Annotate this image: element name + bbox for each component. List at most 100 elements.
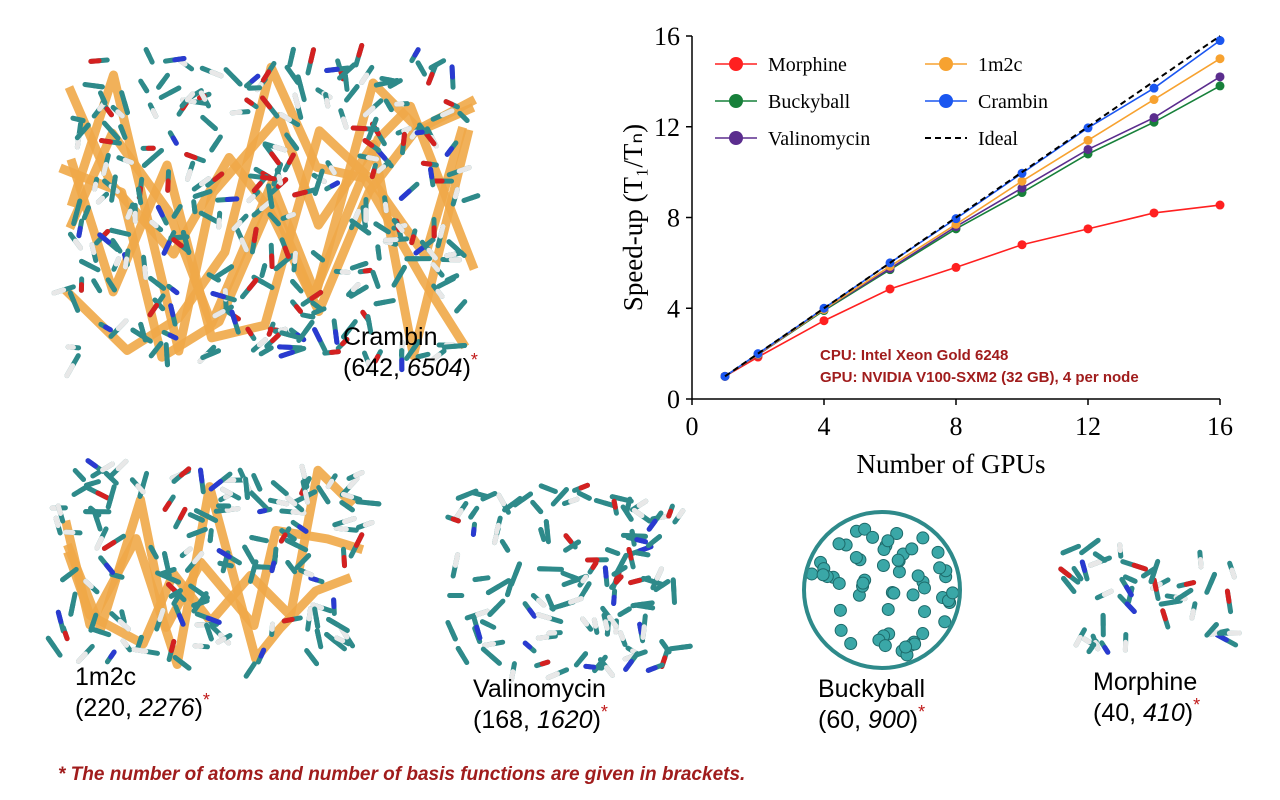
bond-end	[1224, 588, 1232, 604]
atom	[858, 522, 872, 536]
bond-end	[191, 204, 198, 215]
bond-end	[113, 256, 122, 267]
atom	[856, 576, 870, 590]
bond-end	[174, 591, 182, 602]
bond-end	[292, 189, 308, 198]
bond-end	[362, 105, 376, 118]
bond-end	[1183, 580, 1197, 587]
bond-end	[289, 46, 296, 60]
y-tick-label: 4	[667, 294, 680, 323]
bond-end	[208, 479, 224, 492]
bond-end	[192, 643, 204, 649]
bond-end	[568, 496, 580, 504]
bond-end	[676, 508, 686, 519]
bond-end	[260, 69, 272, 83]
atom	[946, 586, 960, 600]
molecule-name: Morphine	[1093, 668, 1197, 696]
bond-end	[569, 574, 584, 583]
bond-end	[1181, 587, 1194, 598]
bond-end	[156, 78, 166, 90]
x-tick-label: 16	[1207, 412, 1233, 441]
bond-end	[305, 313, 316, 320]
bond-end	[122, 256, 130, 270]
bond-end	[289, 139, 300, 151]
bond-end	[224, 196, 240, 202]
bond-end	[430, 262, 441, 273]
bond-end	[1081, 636, 1092, 645]
bond-end	[92, 509, 100, 524]
bond-end	[282, 245, 291, 259]
bond-end	[105, 494, 114, 510]
bond-end	[320, 492, 331, 505]
bond-end	[426, 71, 435, 86]
bond-end	[297, 524, 309, 534]
bond-end	[108, 227, 123, 235]
bond-end	[444, 251, 457, 259]
bond-end	[502, 501, 515, 513]
bond-end	[130, 327, 145, 339]
bond-end	[138, 321, 146, 335]
bond-end	[609, 494, 625, 502]
bond-end	[193, 514, 205, 523]
atom	[844, 637, 858, 651]
bond-end	[83, 205, 91, 216]
bond-end	[492, 533, 499, 546]
bond-end	[356, 42, 365, 58]
bond-end	[369, 168, 377, 180]
bond-end	[453, 507, 464, 520]
atom	[917, 581, 931, 595]
bond-end	[341, 554, 348, 569]
bond-end	[605, 547, 616, 555]
bond-end	[502, 543, 511, 553]
bond-end	[83, 578, 94, 590]
bond-end	[344, 503, 355, 513]
bond-end	[99, 138, 113, 145]
legend-marker	[939, 94, 953, 108]
bond-end	[206, 214, 220, 225]
bond-end	[290, 279, 300, 289]
bond-end	[450, 516, 461, 524]
bond-end	[309, 289, 324, 301]
bond-end	[289, 72, 301, 85]
bond-end	[167, 332, 179, 341]
bond-end	[272, 144, 288, 153]
bond-end	[267, 193, 275, 209]
bond-end	[80, 122, 91, 134]
basis-count: 1620	[537, 706, 593, 734]
bond-end	[1060, 547, 1074, 556]
bond-end	[103, 324, 113, 333]
bond-end	[659, 579, 671, 589]
bond-end	[75, 116, 86, 124]
bond-end	[382, 201, 389, 214]
bond-end	[125, 208, 133, 220]
bond-end	[270, 332, 281, 344]
bond-end	[1087, 537, 1101, 550]
bond-end	[242, 544, 252, 558]
bond-end	[426, 247, 438, 261]
bond-end	[326, 616, 341, 628]
bond-end	[1197, 556, 1204, 570]
bond-end	[376, 164, 387, 174]
bond-end	[115, 458, 129, 472]
bond-end	[100, 461, 115, 473]
bond-end	[277, 344, 293, 350]
bond-end	[243, 667, 253, 679]
molecule-name: 1m2c	[75, 663, 136, 691]
bond-end	[254, 479, 263, 492]
bond-end	[303, 570, 315, 578]
bond-end	[534, 504, 544, 515]
bond-end	[260, 263, 268, 274]
bond-end	[1189, 608, 1196, 621]
bond-end	[220, 486, 234, 497]
data-point	[1215, 72, 1225, 82]
bond-end	[333, 329, 340, 345]
bond-end	[353, 470, 365, 478]
bond-end	[45, 635, 57, 650]
bond-end	[1131, 562, 1148, 572]
bond-end	[353, 532, 365, 548]
bond-end	[369, 116, 379, 132]
bond-end	[314, 628, 322, 642]
bond-end	[120, 638, 130, 648]
data-point	[1017, 176, 1027, 186]
bond-end	[324, 66, 340, 73]
